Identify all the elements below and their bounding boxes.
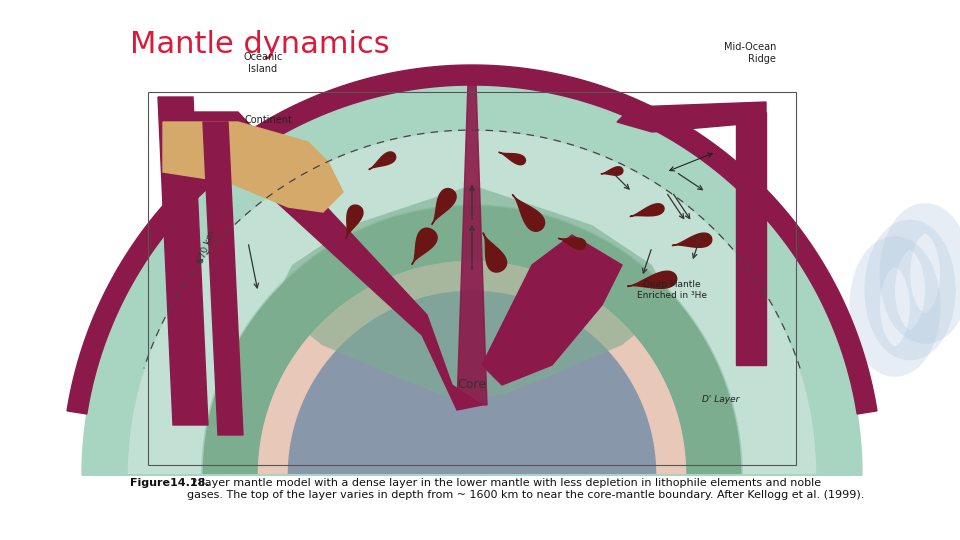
Polygon shape xyxy=(628,271,677,288)
Text: Oceanic
Island: Oceanic Island xyxy=(243,52,282,74)
Polygon shape xyxy=(257,260,687,475)
Text: 2-layer mantle model with a dense layer in the lower mantle with less depletion : 2-layer mantle model with a dense layer … xyxy=(187,478,864,500)
Text: Continent: Continent xyxy=(244,115,292,125)
Text: Figure14.18.: Figure14.18. xyxy=(130,478,209,488)
Polygon shape xyxy=(163,122,343,212)
Polygon shape xyxy=(67,65,876,414)
Polygon shape xyxy=(630,204,664,217)
Polygon shape xyxy=(346,205,363,239)
Text: Mid-Ocean
Ridge: Mid-Ocean Ridge xyxy=(724,43,776,64)
Text: Deep Mantle
Enriched in ³He: Deep Mantle Enriched in ³He xyxy=(637,280,707,300)
Polygon shape xyxy=(82,85,862,475)
Polygon shape xyxy=(287,290,657,475)
Text: 670 km: 670 km xyxy=(196,230,216,265)
Polygon shape xyxy=(499,152,525,165)
Polygon shape xyxy=(559,238,586,249)
Polygon shape xyxy=(672,233,711,247)
Polygon shape xyxy=(369,152,396,170)
Polygon shape xyxy=(617,102,766,132)
Polygon shape xyxy=(513,195,544,231)
Polygon shape xyxy=(412,228,437,264)
Polygon shape xyxy=(601,167,623,176)
Polygon shape xyxy=(432,188,456,224)
Polygon shape xyxy=(127,130,817,475)
Polygon shape xyxy=(202,205,742,475)
Text: D' Layer: D' Layer xyxy=(702,395,739,404)
Polygon shape xyxy=(203,122,243,435)
Polygon shape xyxy=(483,233,507,272)
Polygon shape xyxy=(457,82,487,405)
Polygon shape xyxy=(178,112,482,410)
Polygon shape xyxy=(158,97,208,425)
Polygon shape xyxy=(272,185,672,400)
Polygon shape xyxy=(736,112,766,365)
Text: Core: Core xyxy=(458,379,487,392)
Text: Mantle dynamics: Mantle dynamics xyxy=(130,30,390,59)
Polygon shape xyxy=(148,92,796,465)
Polygon shape xyxy=(482,235,622,385)
